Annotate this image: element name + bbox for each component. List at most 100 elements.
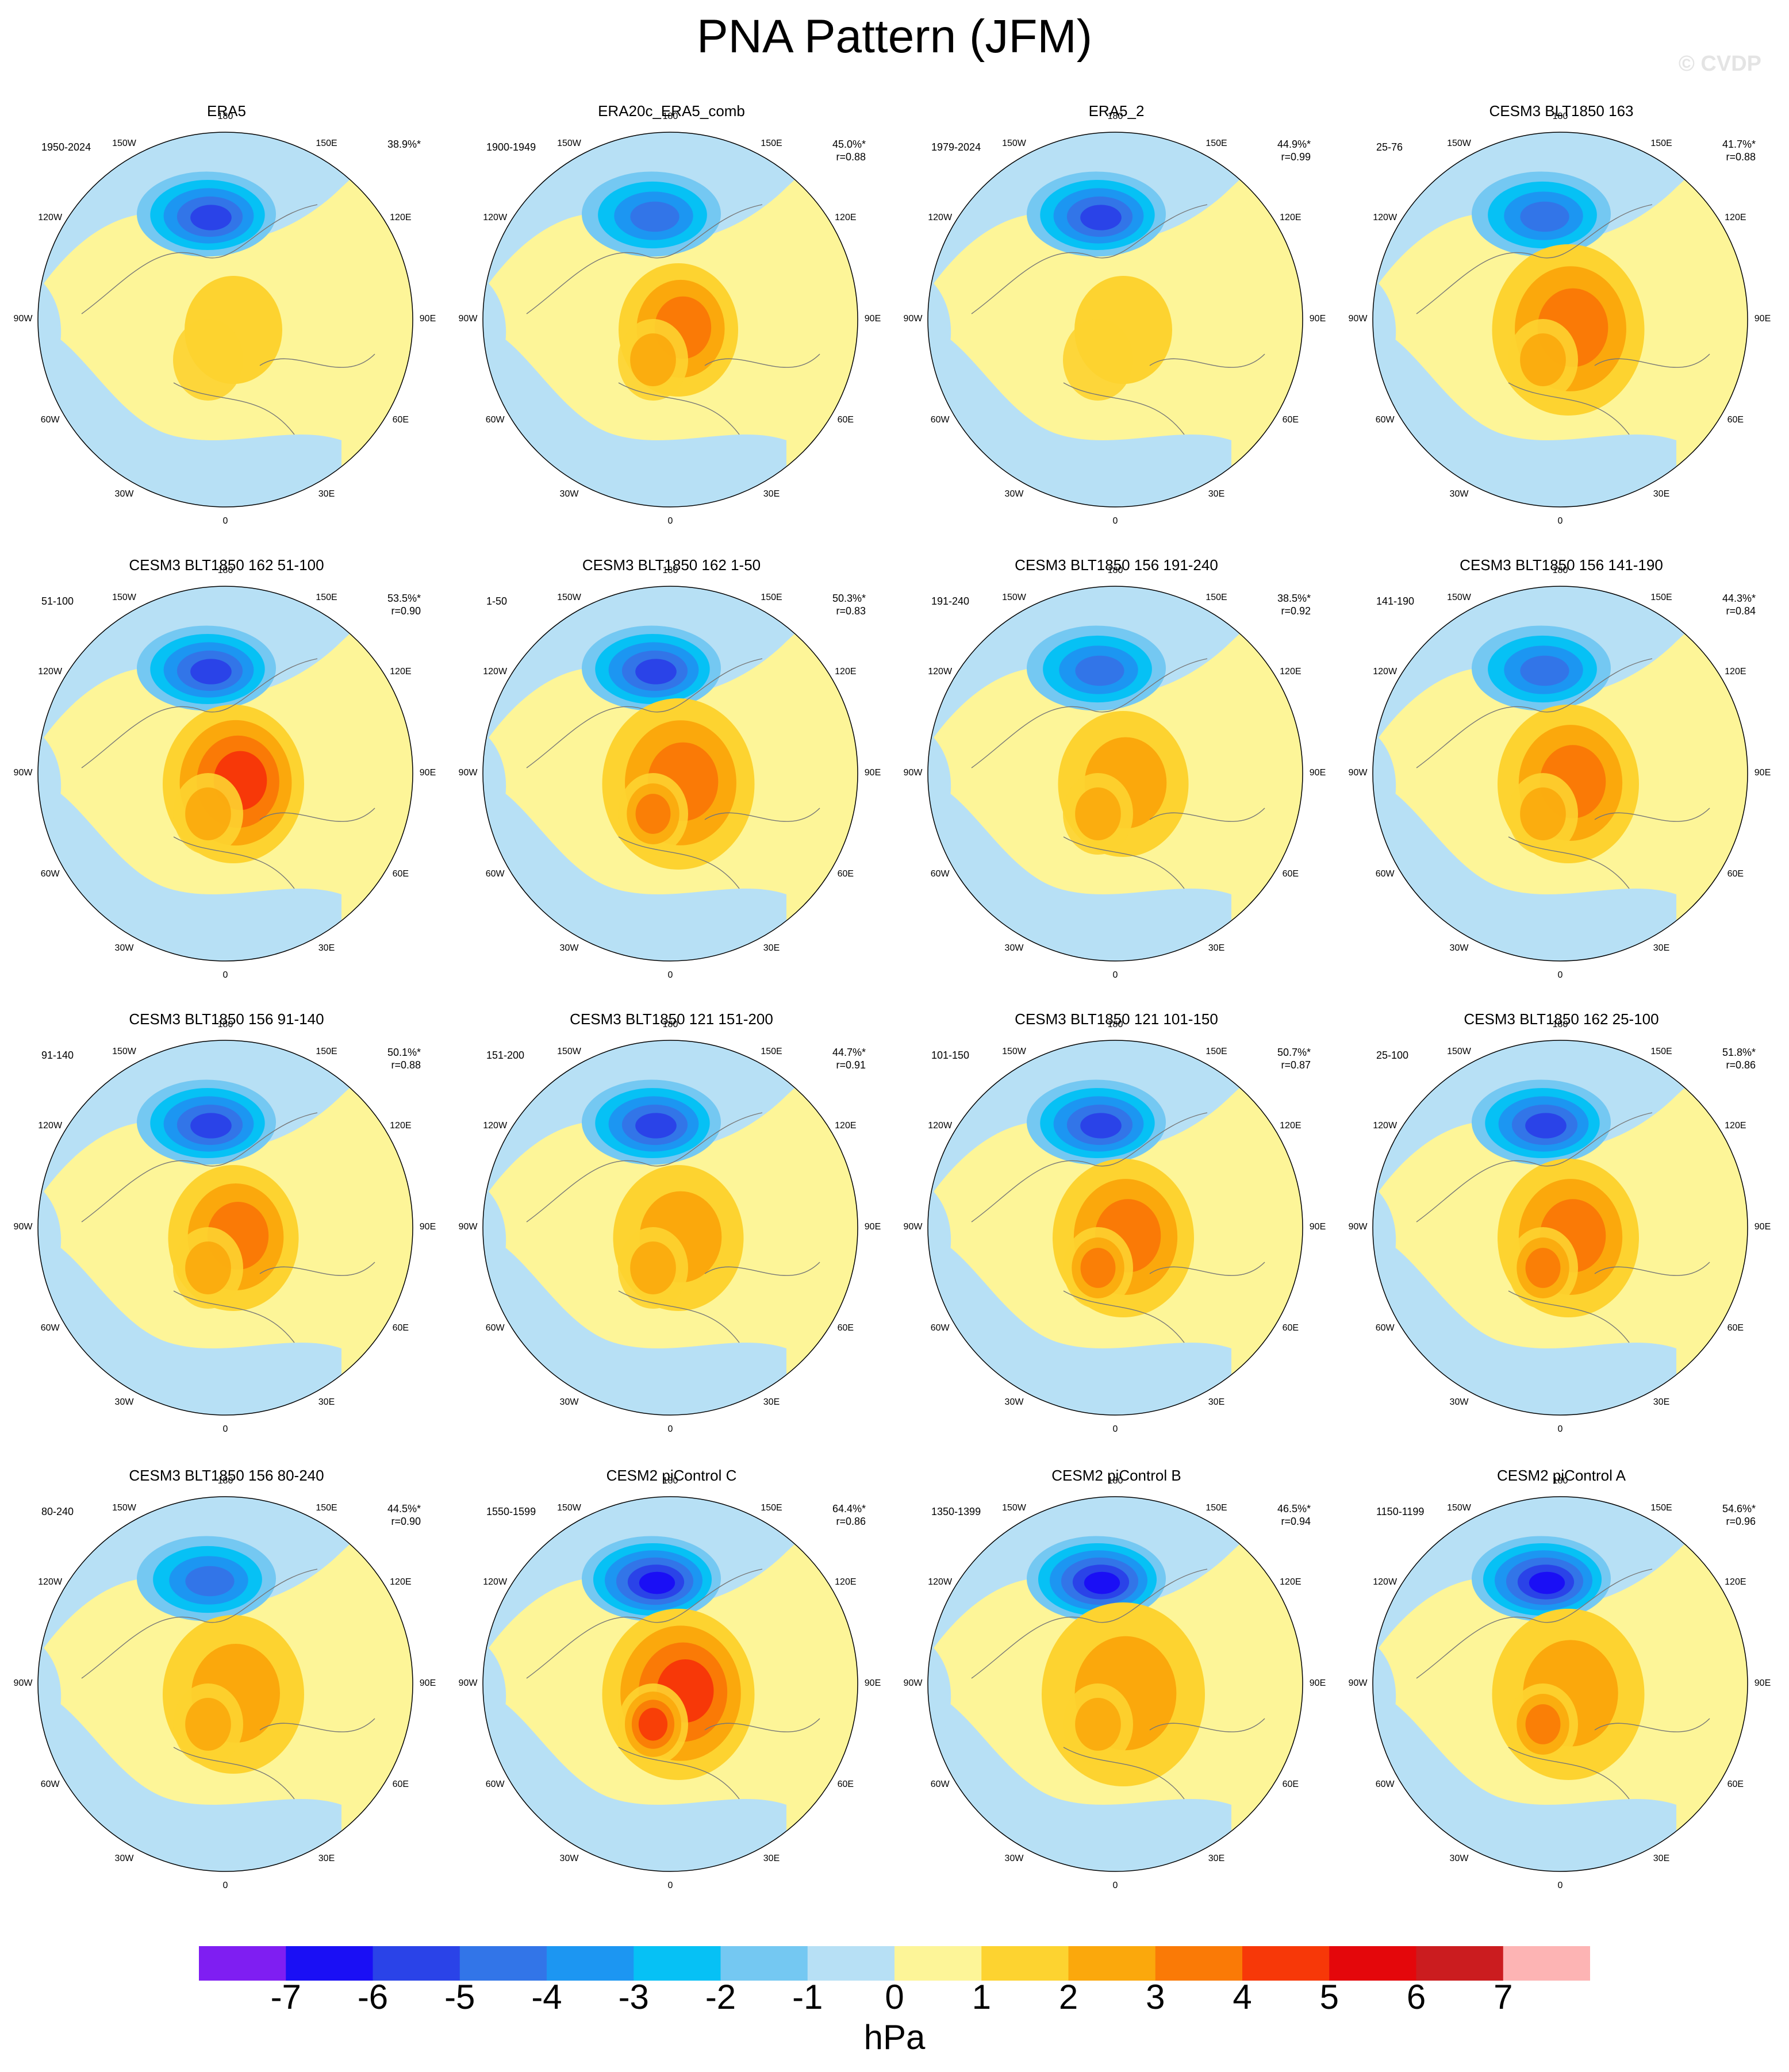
longitude-label: 150W xyxy=(1002,1503,1026,1513)
colorbar-segment xyxy=(547,1946,634,1981)
map-boundary xyxy=(482,132,858,508)
panel-variance-explained: 38.5%* xyxy=(1277,593,1311,604)
longitude-label: 30E xyxy=(763,1853,780,1863)
panel-pattern-correlation: r=0.92 xyxy=(1281,605,1311,617)
longitude-label: 150E xyxy=(1650,1047,1672,1057)
longitude-label: 90E xyxy=(1309,768,1326,778)
colorbar-tick-label: 7 xyxy=(1494,1978,1513,2016)
panel-stats: 44.3%* r=0.84 xyxy=(1692,592,1756,617)
map-boundary xyxy=(1372,586,1748,962)
longitude-label: 90W xyxy=(903,1222,923,1232)
colorbar-segment xyxy=(894,1946,982,1981)
longitude-label: 180 xyxy=(1107,566,1123,575)
panel-stats: 38.9%* xyxy=(358,138,421,151)
longitude-label: 120E xyxy=(835,667,857,676)
negative-anomaly-contour xyxy=(1080,205,1122,230)
panel-variance-explained: 54.6%* xyxy=(1722,1503,1756,1514)
panel-pattern-correlation: r=0.86 xyxy=(836,1516,866,1527)
longitude-label: 180 xyxy=(1107,1476,1123,1486)
coastline xyxy=(526,204,820,435)
longitude-label: 60W xyxy=(40,1323,60,1333)
longitude-label: 180 xyxy=(1107,112,1123,121)
map-panel: CESM2 piControl A 1150-1199 54.6%* r=0.96 18… xyxy=(1349,1467,1771,1904)
longitude-label: 30E xyxy=(763,489,780,499)
panel-variance-explained: 44.3%* xyxy=(1722,593,1756,604)
longitude-label: 90W xyxy=(1348,314,1368,324)
longitude-label: 180 xyxy=(1107,1020,1123,1029)
secondary-positive-contour xyxy=(173,319,243,401)
longitude-label: 120E xyxy=(1725,213,1746,222)
longitude-label: 0 xyxy=(1112,970,1118,980)
colorbar-segment xyxy=(1329,1946,1416,1981)
coastline xyxy=(971,1569,1265,1800)
negative-anomaly-contour xyxy=(639,1571,675,1594)
longitude-label: 150W xyxy=(112,139,136,149)
map-panel: CESM3 BLT1850 156 141-190 141-190 44.3%* r=… xyxy=(1349,556,1771,993)
secondary-positive-contour xyxy=(630,333,676,386)
longitude-label: 30E xyxy=(318,943,335,953)
longitude-label: 60W xyxy=(40,869,60,879)
negative-anomaly-contour xyxy=(1084,1571,1120,1594)
panel-title: CESM3 BLT1850 121 151-200 xyxy=(570,1010,773,1028)
longitude-label: 150W xyxy=(1447,1503,1471,1513)
panel-variance-explained: 51.8%* xyxy=(1722,1047,1756,1058)
longitude-label: 120W xyxy=(1373,667,1398,676)
map-panel: CESM3 BLT1850 162 1-50 1-50 50.3%* r=0.83 18… xyxy=(459,556,881,993)
colorbar-segment xyxy=(459,1946,547,1981)
longitude-label: 180 xyxy=(662,1476,678,1486)
coastline xyxy=(971,1112,1265,1343)
longitude-label: 60E xyxy=(837,1779,854,1789)
longitude-label: 30W xyxy=(1004,489,1024,499)
longitude-label: 60E xyxy=(837,1323,854,1333)
map-boundary xyxy=(927,1496,1303,1872)
panel-title: CESM2 piControl C xyxy=(606,1467,737,1484)
longitude-label: 0 xyxy=(667,1424,673,1434)
longitude-label: 120W xyxy=(483,667,508,676)
colorbar-segment xyxy=(199,1946,286,1981)
map-panel: CESM2 piControl B 1350-1399 46.5%* r=0.94 18… xyxy=(904,1467,1326,1904)
secondary-positive-contour xyxy=(185,1241,231,1294)
longitude-label: 150E xyxy=(761,1047,782,1057)
longitude-label: 150W xyxy=(112,593,136,603)
panel-title: CESM2 piControl A xyxy=(1497,1467,1626,1484)
map-boundary xyxy=(1372,132,1748,508)
map-panel: CESM3 BLT1850 162 51-100 51-100 53.5%* r=0.… xyxy=(14,556,436,993)
coastline xyxy=(81,1112,375,1343)
secondary-positive-contour xyxy=(185,1698,231,1751)
longitude-label: 30W xyxy=(1004,943,1024,953)
longitude-label: 30E xyxy=(1208,1853,1225,1863)
longitude-label: 180 xyxy=(1552,112,1568,121)
polar-map xyxy=(37,1496,413,1872)
longitude-label: 120W xyxy=(1373,1121,1398,1131)
map-boundary xyxy=(37,1040,413,1416)
coastline xyxy=(81,204,375,435)
longitude-label: 30W xyxy=(114,943,134,953)
map-boundary xyxy=(37,586,413,962)
colorbar-tick-label: -7 xyxy=(270,1978,301,2016)
longitude-label: 150W xyxy=(557,139,581,149)
longitude-label: 0 xyxy=(1557,970,1563,980)
panel-variance-explained: 50.7%* xyxy=(1277,1047,1311,1058)
negative-anomaly-contour xyxy=(190,659,232,685)
colorbar-segment xyxy=(634,1946,721,1981)
longitude-label: 150W xyxy=(112,1503,136,1513)
longitude-label: 120W xyxy=(1373,213,1398,222)
panel-stats: 53.5%* r=0.90 xyxy=(358,592,421,617)
longitude-label: 120W xyxy=(928,1121,953,1131)
polar-map xyxy=(37,132,413,508)
map-boundary xyxy=(37,1496,413,1872)
panel-stats: 50.3%* r=0.83 xyxy=(803,592,866,617)
panel-title: ERA5_2 xyxy=(1088,102,1145,120)
longitude-label: 150W xyxy=(557,593,581,603)
longitude-label: 30W xyxy=(1449,1397,1469,1407)
panel-stats: 50.7%* r=0.87 xyxy=(1247,1046,1311,1071)
longitude-label: 30W xyxy=(559,943,579,953)
longitude-label: 150W xyxy=(112,1047,136,1057)
panel-title: CESM3 BLT1850 156 141-190 xyxy=(1460,556,1663,574)
longitude-label: 60W xyxy=(1375,415,1395,425)
longitude-label: 90E xyxy=(419,314,436,324)
coastline xyxy=(526,1112,820,1343)
secondary-positive-contour xyxy=(185,787,231,840)
secondary-positive-contour xyxy=(1075,787,1121,840)
longitude-label: 180 xyxy=(217,1020,233,1029)
